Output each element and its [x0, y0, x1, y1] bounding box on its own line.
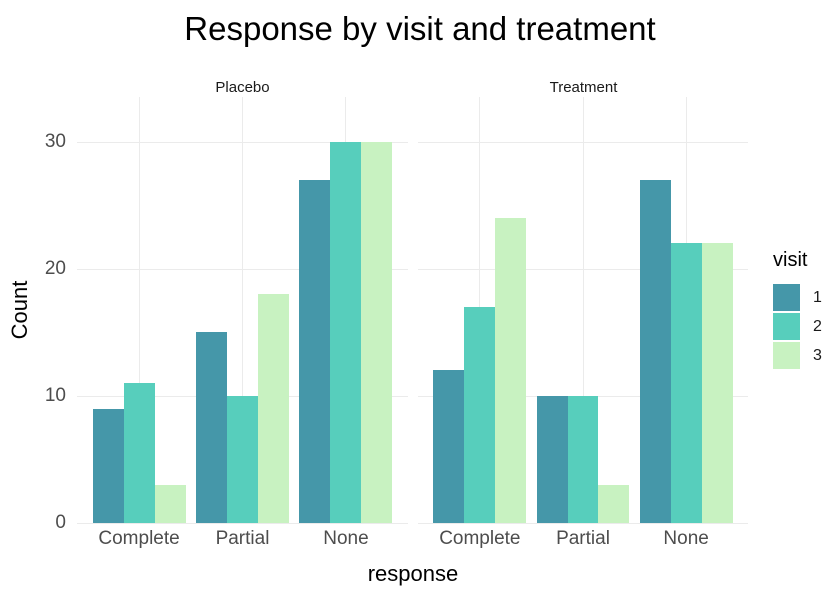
gridline-horizontal	[418, 523, 748, 524]
y-tick-label: 0	[55, 512, 66, 533]
bar-treatment-none-visit2	[670, 243, 702, 523]
bar-placebo-partial-visit2	[226, 395, 259, 523]
y-tick-label: 30	[44, 130, 66, 152]
legend-item-label: 3	[813, 346, 822, 364]
bar-treatment-complete-visit1	[433, 370, 465, 523]
bar-treatment-partial-visit2	[567, 395, 599, 523]
y-tick-label: 20	[44, 257, 66, 279]
legend: visit 1 2 3	[773, 249, 822, 371]
x-axis-title: response	[367, 561, 459, 586]
bar-placebo-complete-visit1	[92, 408, 124, 523]
chart-title: Response by visit and treatment	[184, 10, 656, 47]
legend-key-swatch	[773, 313, 800, 340]
bar-placebo-complete-visit2	[123, 383, 155, 523]
x-category-label: None	[663, 528, 709, 549]
bar-placebo-none-visit2	[330, 141, 362, 523]
bar-placebo-partial-visit3	[258, 294, 290, 523]
facet-strip-treatment: Treatment	[549, 79, 618, 96]
x-category-label: None	[323, 528, 369, 549]
x-category-label: Complete	[98, 528, 180, 549]
legend-item: 2	[773, 313, 822, 340]
legend-key-swatch	[773, 284, 800, 311]
y-axis-title: Count	[7, 280, 32, 340]
facet-strip-placebo: Placebo	[215, 79, 270, 96]
bar-placebo-complete-visit3	[154, 484, 186, 523]
bar-placebo-partial-visit1	[195, 332, 227, 523]
x-category-label: Partial	[556, 528, 610, 549]
bar-treatment-complete-visit2	[464, 306, 496, 523]
legend-title: visit	[773, 249, 808, 271]
bar-treatment-none-visit3	[701, 243, 733, 523]
bar-treatment-partial-visit1	[536, 395, 568, 523]
gridline-horizontal	[77, 523, 408, 524]
gridline-vertical	[242, 97, 243, 523]
x-category-label: Partial	[215, 528, 270, 549]
facet-panel: Complete Partial None	[77, 97, 408, 549]
legend-item: 3	[773, 342, 822, 369]
gridline-vertical	[138, 97, 140, 523]
y-tick-label: 10	[44, 384, 66, 406]
bar-treatment-complete-visit3	[495, 217, 527, 523]
legend-item: 1	[773, 284, 822, 311]
gridline-vertical	[582, 97, 584, 523]
bar-placebo-none-visit3	[361, 141, 393, 523]
legend-item-label: 1	[813, 288, 822, 306]
legend-key-swatch	[773, 342, 800, 369]
facet-panel: Complete Partial None	[418, 97, 748, 549]
x-category-label: Complete	[439, 528, 521, 549]
bar-treatment-partial-visit3	[598, 484, 630, 523]
legend-item-label: 2	[813, 317, 822, 335]
bar-treatment-none-visit1	[639, 179, 671, 523]
bar-placebo-none-visit1	[299, 179, 331, 523]
